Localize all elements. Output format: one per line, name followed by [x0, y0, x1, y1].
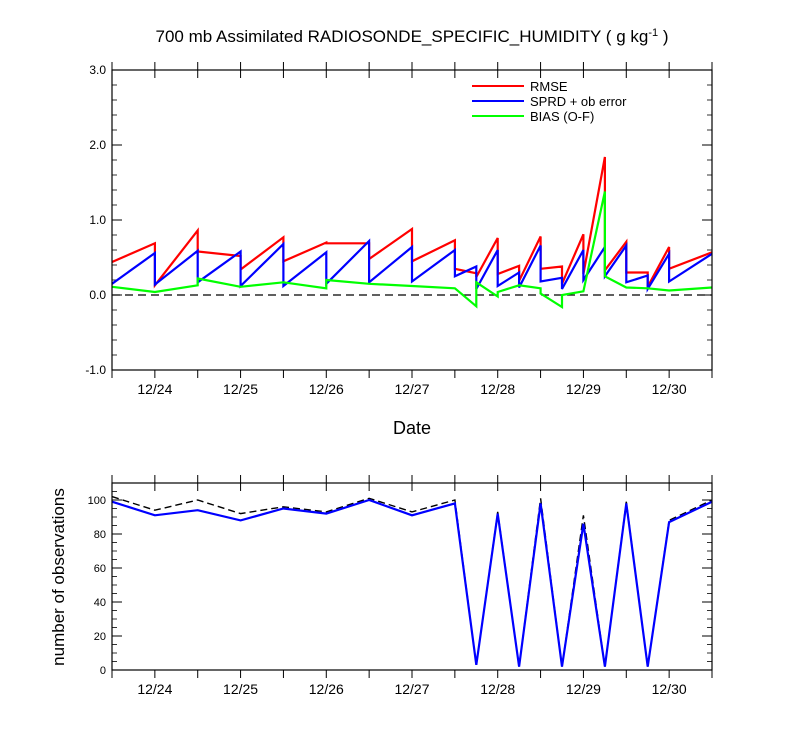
x-tick-label: 12/25 [223, 381, 258, 397]
y-tick-label: 0 [100, 665, 106, 677]
series-sprd-ob-error [111, 238, 713, 293]
y-tick-label: 20 [94, 631, 106, 643]
bottom-y-axis-label: number of observations [49, 488, 68, 666]
y-tick-label: -1.0 [85, 363, 106, 377]
x-tick-label: 12/27 [394, 381, 429, 397]
figure-title: 700 mb Assimilated RADIOSONDE_SPECIFIC_H… [156, 27, 669, 46]
x-tick-label: 12/26 [309, 381, 344, 397]
top-axes: -1.0 0.0 1.0 2.0 3.0 12/24 12/25 12/26 12/27 12/2… [85, 62, 713, 397]
top-plot-frame [111, 69, 713, 371]
y-tick-label: 3.0 [89, 63, 106, 77]
y-tick-label: 2.0 [89, 138, 106, 152]
x-tick-label: 12/28 [480, 381, 515, 397]
series-bias-o-f [111, 191, 713, 309]
y-tick-label: 40 [94, 597, 106, 609]
x-tick-label: 12/24 [137, 381, 172, 397]
x-tick-label: 12/29 [566, 381, 601, 397]
y-tick-label: 1.0 [89, 213, 106, 227]
y-tick-label: 0.0 [89, 288, 106, 302]
legend-label: BIAS (O-F) [530, 109, 594, 124]
y-tick-label: 80 [94, 529, 106, 541]
x-tick-label: 12/27 [394, 681, 429, 697]
bottom-plot-frame [111, 482, 713, 671]
y-tick-label: 100 [88, 495, 106, 507]
bottom-chart: 0 20 40 60 80 100 12/24 12/25 12/26 12/27 12/28 12/… [49, 475, 713, 697]
bottom-series-group [111, 495, 713, 667]
legend-label: RMSE [530, 79, 568, 94]
series-possible [111, 495, 713, 667]
y-tick-label: 60 [94, 563, 106, 575]
x-tick-label: 12/30 [652, 381, 687, 397]
top-chart: -1.0 0.0 1.0 2.0 3.0 12/24 12/25 12/26 12/27 12/2… [85, 62, 713, 438]
series-rmse [111, 156, 713, 289]
legend-label: SPRD + ob error [530, 94, 627, 109]
x-tick-label: 12/29 [566, 681, 601, 697]
x-tick-label: 12/25 [223, 681, 258, 697]
bottom-axes: 0 20 40 60 80 100 12/24 12/25 12/26 12/27 12/28 12/… [88, 475, 713, 697]
x-tick-label: 12/28 [480, 681, 515, 697]
series-used [111, 498, 713, 667]
top-x-axis-label: Date [393, 418, 431, 438]
x-tick-label: 12/30 [652, 681, 687, 697]
x-tick-label: 12/24 [137, 681, 172, 697]
top-series-group [111, 156, 713, 309]
x-tick-label: 12/26 [309, 681, 344, 697]
